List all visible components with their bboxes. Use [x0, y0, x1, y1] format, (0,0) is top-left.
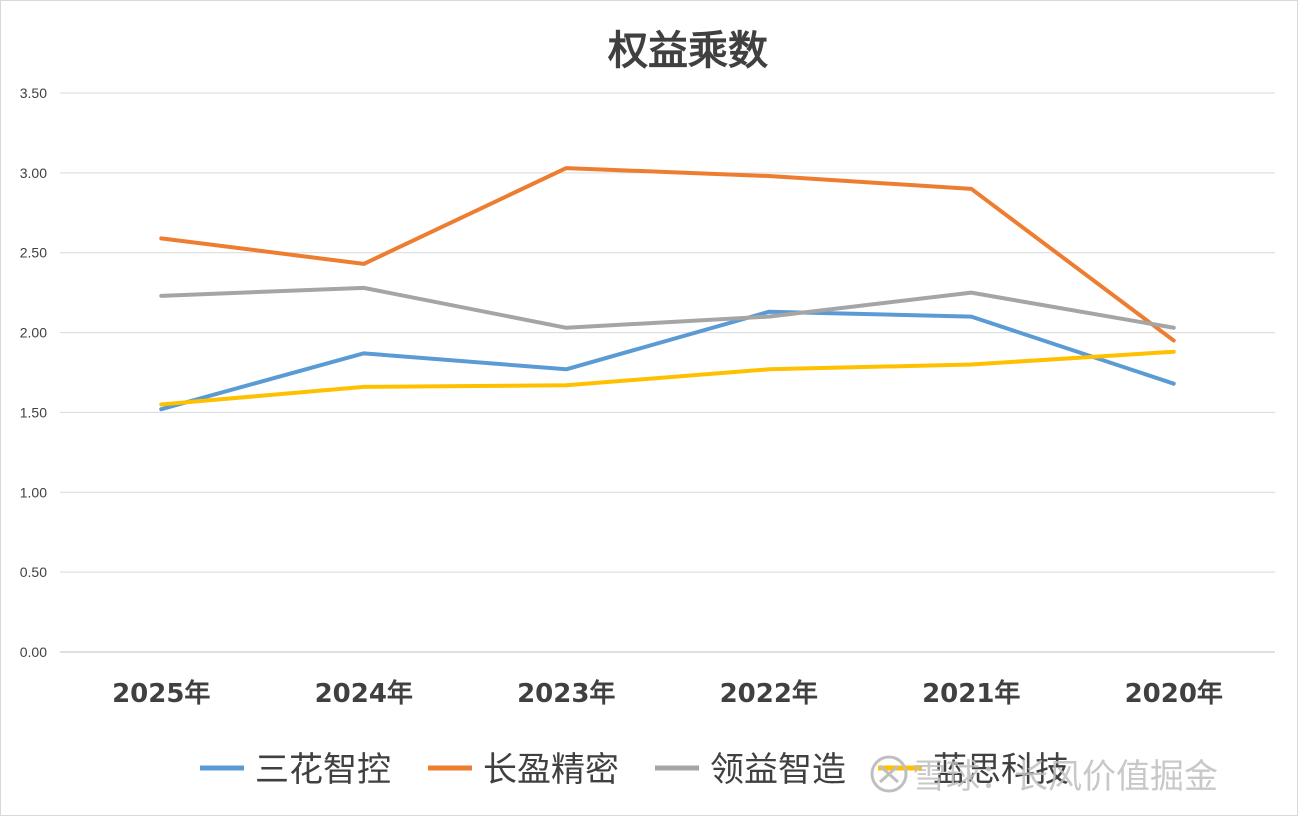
- chart-title: 权益乘数: [607, 27, 768, 74]
- y-tick-label: 1.00: [20, 484, 47, 500]
- series-2: [159, 166, 1176, 343]
- series-4: [159, 349, 1176, 407]
- y-axis-ticks: 0.00 0.50 1.00 1.50 2.00 2.50 3.00 3.50: [20, 85, 47, 660]
- y-tick-label: 0.50: [20, 564, 47, 580]
- y-tick-label: 1.50: [20, 404, 47, 420]
- y-tick-label: 2.00: [20, 325, 47, 341]
- legend-item: 领益智造: [655, 750, 846, 790]
- gridlines: [60, 92, 1275, 653]
- x-tick-label: 2020年: [1125, 678, 1223, 709]
- y-tick-label: 3.00: [20, 165, 47, 181]
- snowball-logo-icon: [870, 755, 908, 793]
- series-3: [159, 285, 1176, 330]
- x-axis-ticks: 2025年 2024年 2023年 2022年 2021年 2020年: [112, 678, 1223, 709]
- y-tick-label: 0.00: [20, 644, 47, 660]
- x-tick-label: 2023年: [517, 678, 615, 709]
- x-tick-label: 2022年: [720, 678, 818, 709]
- legend: 三花智控 长盈精密 领益智造 蓝思科技: [200, 750, 1069, 790]
- legend-label: 三花智控: [255, 750, 391, 790]
- y-tick-label: 3.50: [20, 85, 47, 101]
- legend-item: 三花智控: [200, 750, 391, 790]
- x-tick-label: 2021年: [922, 678, 1020, 709]
- legend-label: 蓝思科技: [933, 750, 1069, 790]
- series-lines: [159, 166, 1176, 412]
- series-1: [159, 309, 1176, 412]
- series-line: [159, 285, 1176, 330]
- y-tick-label: 2.50: [20, 245, 47, 261]
- series-line: [159, 349, 1176, 407]
- legend-label: 长盈精密: [483, 750, 619, 790]
- x-tick-label: 2024年: [315, 678, 413, 709]
- legend-label: 领益智造: [710, 750, 846, 790]
- legend-item: 蓝思科技: [878, 750, 1069, 790]
- series-line: [159, 309, 1176, 412]
- x-tick-label: 2025年: [112, 678, 210, 709]
- watermark: 雪球：长风价值掘金: [870, 755, 1218, 797]
- series-line: [159, 166, 1176, 343]
- watermark-text: 雪球：长风价值掘金: [912, 757, 1218, 797]
- legend-item: 长盈精密: [428, 750, 619, 790]
